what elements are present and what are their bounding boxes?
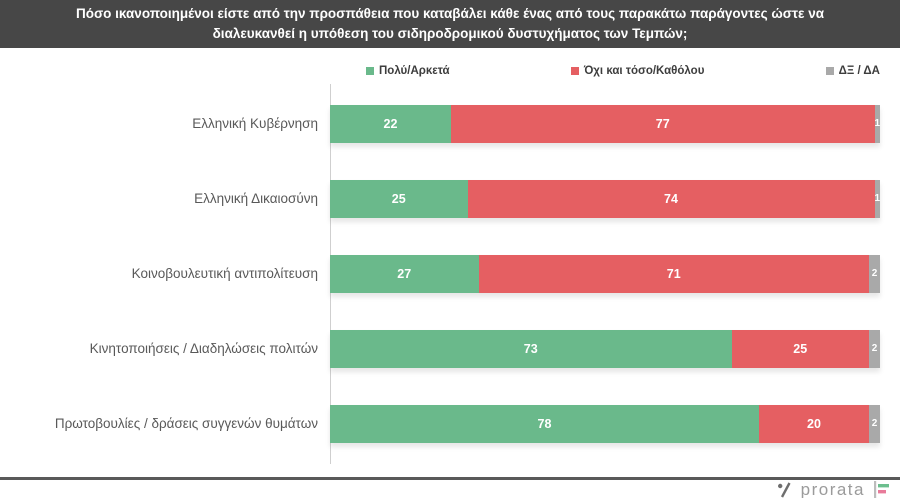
bar-track: 22 77 1 [330,104,880,143]
stacked-bar: 27 71 2 [330,254,880,293]
bar-segment: 20 [759,404,869,443]
bar-segment: 71 [478,254,869,293]
stacked-bar: 25 74 1 [330,179,880,218]
category-label: Κινητοποιήσεις / Διαδηλώσεις πολιτών [89,341,318,356]
legend-item: Όχι και τόσο/Καθόλου [570,65,705,77]
logo-text: prorata [800,480,865,498]
legend-item: ΔΞ / ΔΑ [825,65,880,77]
category-label: Ελληνική Κυβέρνηση [192,116,318,131]
category-label: Ελληνική Δικαιοσύνη [194,191,318,206]
bar-row: Ελληνική Κυβέρνηση 22 77 1 [0,86,900,161]
bar-segment: 78 [330,404,759,443]
legend-label: Πολύ/Αρκετά [379,65,450,77]
bar-row: Κινητοποιήσεις / Διαδηλώσεις πολιτών 73 25… [0,311,900,386]
bar-segment: 22 [330,104,451,143]
legend-swatch-icon [825,67,834,75]
chart-title-bar: Πόσο ικανοποιημένοι είστε από την προσπά… [0,0,900,48]
legend-label: ΔΞ / ΔΑ [838,65,880,77]
stacked-bar: 78 20 2 [330,404,880,443]
bar-segment: 77 [451,104,875,143]
legend-swatch-icon [366,67,374,75]
bar-track: 27 71 2 [330,254,880,293]
category-label: Κοινοβουλευτική αντιπολίτευση [131,266,318,281]
legend-item: Πολύ/Αρκετά [366,65,450,77]
bar-segment: 2 [869,254,880,293]
bar-track: 73 25 2 [330,329,880,368]
bar-segment: 73 [330,329,732,368]
plot-area: Ελληνική Κυβέρνηση 22 77 1 Ελληνική Δικαιοσύ… [0,86,900,461]
bar-segment: 25 [330,179,468,218]
bar-segment: 1 [874,179,880,218]
chart-title: Πόσο ικανοποιημένοι είστε από την προσπά… [75,5,825,41]
bar-segment: 27 [330,254,479,293]
bar-row: Ελληνική Δικαιοσύνη 25 74 1 [0,161,900,236]
stacked-bar: 22 77 1 [330,104,880,143]
legend-label: Όχι και τόσο/Καθόλου [583,65,705,77]
percent-icon [777,481,791,498]
bar-segment: 2 [869,404,880,443]
prorata-logo: prorata [777,481,890,498]
legend: Πολύ/Αρκετά Όχι και τόσο/Καθόλου ΔΞ / ΔΑ [330,56,880,86]
bar-segment: 25 [731,329,869,368]
stacked-bar: 73 25 2 [330,329,880,368]
bar-segment: 2 [869,329,880,368]
bar-chart-flag-icon [874,481,889,498]
bar-row: Πρωτοβουλίες / δράσεις συγγενών θυμάτων 7… [0,386,900,461]
bar-track: 25 74 1 [330,179,880,218]
bar-row: Κοινοβουλευτική αντιπολίτευση 27 71 2 [0,236,900,311]
bar-track: 78 20 2 [330,404,880,443]
bar-segment: 1 [874,104,880,143]
bar-segment: 74 [467,179,875,218]
legend-swatch-icon [570,67,579,75]
category-label: Πρωτοβουλίες / δράσεις συγγενών θυμάτων [54,416,318,431]
footer-divider [0,477,900,480]
